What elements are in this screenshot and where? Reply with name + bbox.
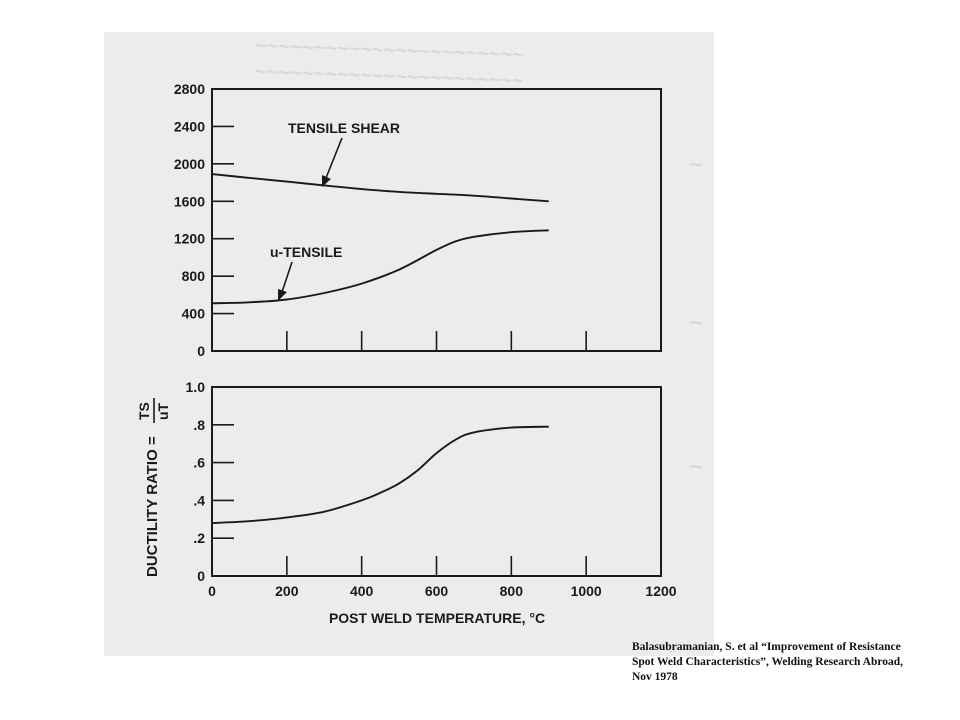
upper-y-tick-label: 800	[182, 268, 206, 284]
svg-text:~: ~	[690, 454, 703, 479]
upper-series-group	[211, 173, 549, 305]
lower-y-axis-label: DUCTILITY RATIO = TS uT	[136, 398, 171, 577]
lower-y-tick-label: .8	[193, 417, 205, 433]
u-tensile-arrowhead	[278, 289, 287, 301]
lower-y-tick-label: .6	[193, 455, 205, 471]
lower-y-tick-label: .2	[193, 530, 205, 546]
lower-x-tick-label: 0	[208, 583, 216, 599]
lower-x-tick-label: 800	[500, 583, 524, 599]
upper-y-tick-label: 2800	[174, 81, 205, 97]
lower-y-tick-label: 0	[197, 568, 205, 584]
u-tensile-arrow-shaft	[281, 261, 293, 293]
tensile-shear-arrowhead	[322, 175, 331, 187]
tensile-shear-arrow-shaft	[325, 137, 343, 179]
lower-y-ticks: 0 .2 .4 .6 .8 1.0	[186, 379, 234, 584]
ductility-ratio-text: DUCTILITY RATIO =	[144, 436, 161, 577]
lower-y-tick-label: 1.0	[186, 379, 206, 395]
u-tensile-label: u-TENSILE	[270, 244, 342, 260]
lower-plot-frame	[211, 386, 662, 577]
upper-y-ticks: 0 400 800 1200 1600 2000 2400 2800	[174, 81, 234, 359]
lower-series-line-ductility-ratio	[211, 425, 549, 525]
x-axis-label: POST WELD TEMPERATURE, °C	[329, 610, 545, 626]
lower-x-ticks: 0 200 400 600 800 1000 1200	[208, 556, 677, 599]
lower-x-tick-label: 1200	[645, 583, 676, 599]
svg-text:~: ~	[690, 152, 703, 177]
upper-y-tick-label: 1600	[174, 193, 205, 209]
ratio-numerator: TS	[136, 402, 152, 420]
ratio-denominator: uT	[155, 402, 171, 420]
citation-line-2: Spot Weld Characteristics”, Welding Rese…	[632, 656, 904, 668]
upper-x-ticks	[286, 331, 587, 351]
upper-y-tick-label: 2400	[174, 118, 205, 134]
lower-x-tick-label: 400	[350, 583, 374, 599]
lower-series-group	[211, 425, 549, 525]
lower-x-tick-label: 600	[425, 583, 449, 599]
citation-line-1: Balasubramanian, S. et al “Improvement o…	[632, 641, 901, 653]
upper-y-tick-label: 0	[197, 343, 205, 359]
citation-line-3: Nov 1978	[632, 671, 678, 683]
upper-y-tick-label: 400	[182, 306, 206, 322]
upper-series-line-tensile-shear	[211, 173, 549, 203]
lower-x-tick-label: 1000	[571, 583, 602, 599]
upper-y-tick-label: 1200	[174, 231, 205, 247]
tensile-shear-label: TENSILE SHEAR	[288, 120, 400, 136]
upper-plot-frame	[211, 88, 662, 352]
svg-text:~: ~	[690, 310, 703, 335]
upper-series-line-u-tensile	[211, 229, 549, 305]
lower-y-tick-label: .4	[193, 492, 205, 508]
scanned-figure-background	[104, 32, 714, 656]
upper-y-tick-label: 2000	[174, 156, 205, 172]
citation: Balasubramanian, S. et al “Improvement o…	[632, 640, 957, 685]
svg-text:~~~~~~~~~~~~~~~~~~~~~~~: ~~~~~~~~~~~~~~~~~~~~~~~	[255, 61, 524, 92]
lower-x-tick-label: 200	[275, 583, 299, 599]
